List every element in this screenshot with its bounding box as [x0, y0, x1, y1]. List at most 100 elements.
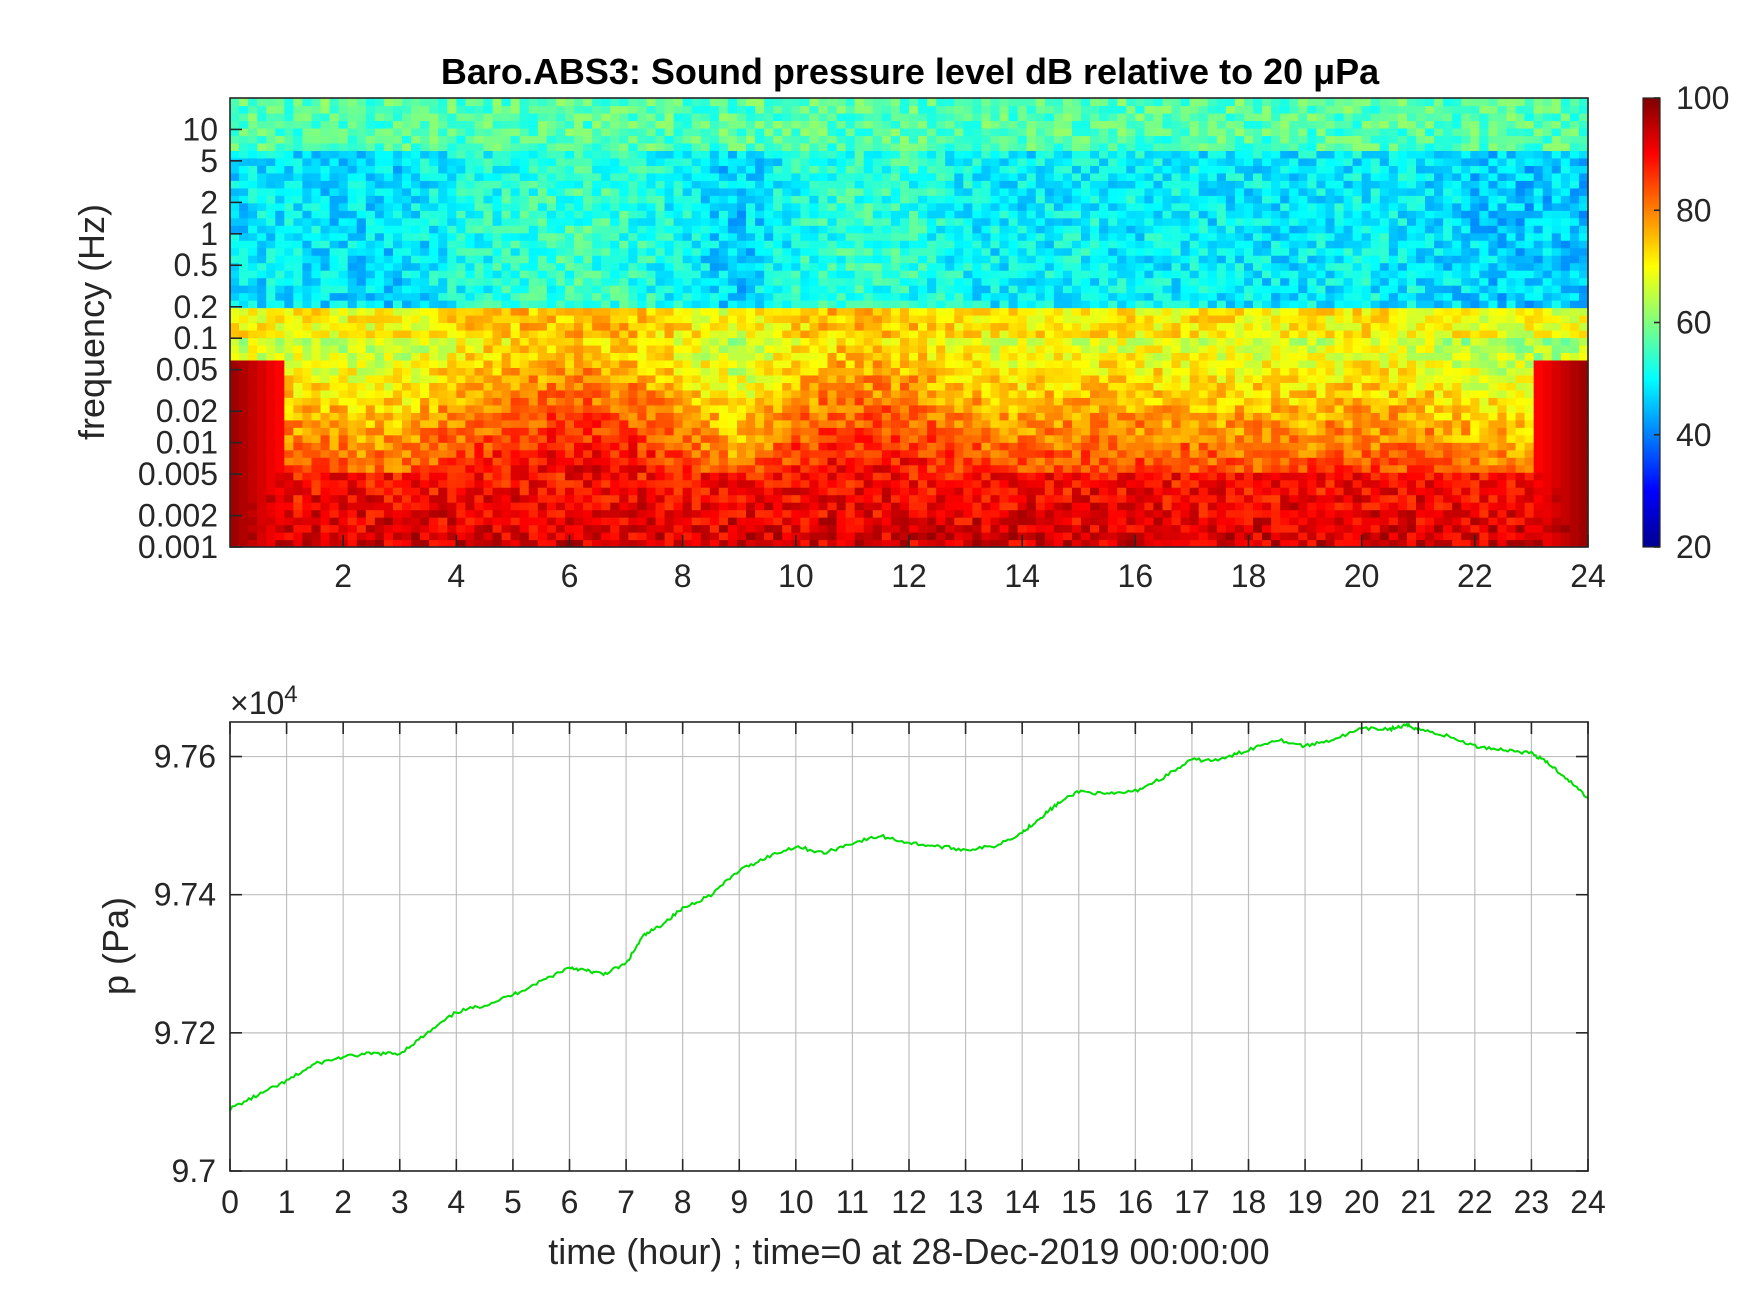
heatmap-cell: [510, 98, 521, 107]
heatmap-cell: [383, 427, 394, 436]
heatmap-cell: [718, 120, 729, 129]
heatmap-cell: [411, 397, 421, 406]
heatmap-cell: [936, 367, 946, 376]
heatmap-cell: [637, 135, 648, 144]
heatmap-cell: [284, 217, 294, 226]
heatmap-cell: [383, 479, 394, 488]
heatmap-cell: [755, 352, 765, 361]
heatmap-cell: [818, 382, 829, 391]
heatmap-cell: [338, 150, 349, 159]
heatmap-cell: [501, 397, 512, 406]
heatmap-cell: [899, 277, 910, 286]
heatmap-cell: [746, 502, 756, 511]
heatmap-cell: [854, 180, 865, 189]
heatmap-cell: [248, 135, 258, 144]
heatmap-cell: [718, 487, 729, 496]
heatmap-cell: [266, 217, 276, 226]
heatmap-cell: [700, 217, 711, 226]
heatmap-cell: [501, 172, 512, 181]
heatmap-cell: [429, 247, 439, 256]
heatmap-cell: [854, 494, 865, 503]
heatmap-cell: [329, 285, 340, 294]
heatmap-cell: [791, 359, 801, 368]
heatmap-cell: [610, 120, 620, 129]
heatmap-cell: [881, 142, 892, 151]
heatmap-cell: [718, 135, 729, 144]
heatmap-cell: [899, 419, 910, 428]
heatmap-cell: [537, 449, 548, 458]
heatmap-cell: [311, 240, 322, 249]
heatmap-cell: [302, 292, 313, 301]
heatmap-cell: [963, 344, 973, 354]
heatmap-cell: [230, 240, 240, 249]
heatmap-cell: [827, 225, 838, 234]
heatmap-cell: [863, 524, 874, 533]
heatmap-cell: [311, 539, 322, 548]
heatmap-cell: [266, 225, 276, 234]
heatmap-cell: [266, 98, 276, 107]
heatmap-cell: [465, 517, 476, 526]
heatmap-cell: [736, 217, 747, 226]
heatmap-cell: [809, 285, 820, 294]
heatmap-cell: [610, 225, 620, 234]
heatmap-cell: [230, 494, 240, 503]
heatmap-cell: [619, 494, 629, 503]
heatmap-cell: [284, 135, 294, 144]
heatmap-cell: [474, 374, 485, 383]
heatmap-cell: [501, 217, 512, 226]
heatmap-cell: [347, 202, 358, 211]
spectrogram-title: Baro.ABS3: Sound pressure level dB relat…: [441, 51, 1380, 92]
heatmap-cell: [764, 247, 774, 256]
heatmap-cell: [709, 359, 720, 368]
heatmap-cell: [564, 329, 575, 339]
heatmap-cell: [474, 255, 485, 264]
heatmap-cell: [890, 127, 901, 137]
heatmap-cell: [682, 389, 693, 398]
heatmap-cell: [537, 524, 548, 533]
heatmap-cell: [664, 187, 675, 196]
heatmap-cell: [782, 292, 792, 301]
heatmap-cell: [230, 120, 240, 129]
heatmap-cell: [356, 487, 367, 496]
heatmap-cell: [736, 337, 747, 346]
heatmap-cell: [628, 472, 638, 481]
heatmap-cell: [347, 112, 358, 122]
heatmap-cell: [628, 434, 638, 443]
heatmap-cell: [972, 367, 983, 376]
heatmap-cell: [429, 352, 439, 361]
heatmap-cell: [727, 419, 738, 428]
heatmap-cell: [365, 120, 376, 129]
heatmap-cell: [809, 359, 820, 368]
heatmap-cell: [809, 262, 820, 271]
heatmap-cell: [574, 397, 584, 406]
heatmap-cell: [402, 232, 412, 241]
heatmap-cell: [727, 389, 738, 398]
heatmap-cell: [546, 232, 557, 241]
heatmap-cell: [592, 270, 602, 279]
heatmap-cell: [800, 487, 811, 496]
heatmap-cell: [746, 412, 756, 421]
heatmap-cell: [918, 127, 928, 137]
heatmap-cell: [402, 397, 412, 406]
heatmap-cell: [239, 337, 249, 346]
heatmap-cell: [564, 434, 575, 443]
heatmap-cell: [302, 150, 313, 159]
heatmap-cell: [736, 150, 747, 159]
heatmap-cell: [365, 382, 376, 391]
heatmap-cell: [248, 344, 258, 354]
heatmap-cell: [646, 494, 657, 503]
heatmap-cell: [601, 532, 611, 541]
heatmap-cell: [836, 247, 847, 256]
heatmap-cell: [954, 397, 964, 406]
heatmap-cell: [655, 434, 666, 443]
heatmap-cell: [501, 142, 512, 151]
heatmap-cell: [936, 509, 946, 518]
heatmap-cell: [365, 322, 376, 331]
heatmap-cell: [546, 479, 557, 488]
heatmap-cell: [682, 142, 693, 151]
heatmap-cell: [945, 509, 955, 518]
heatmap-cell: [266, 359, 276, 368]
heatmap-cell: [302, 98, 313, 107]
heatmap-cell: [329, 322, 340, 331]
heatmap-cell: [673, 247, 684, 256]
